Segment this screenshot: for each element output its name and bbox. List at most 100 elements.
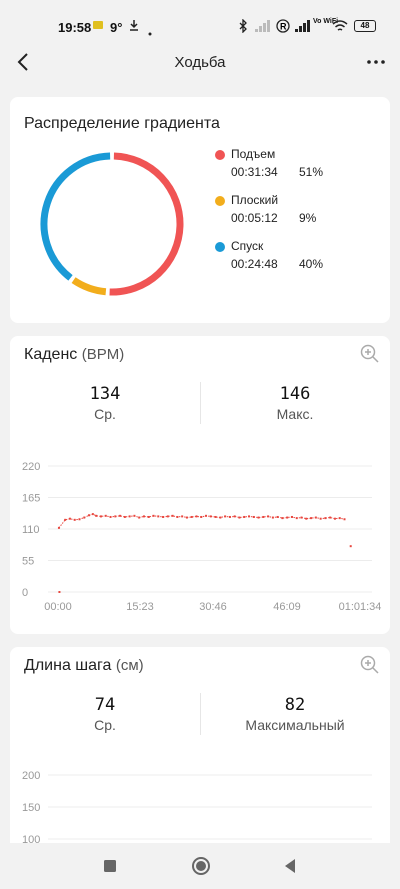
cadence-max-label: Макс.: [276, 406, 314, 422]
stride-zoom-button[interactable]: [360, 655, 380, 675]
bluetooth-icon: [238, 18, 248, 36]
donut-slice-2: [40, 152, 111, 281]
legend-time: 00:31:34: [231, 165, 278, 179]
cadence-point: [209, 515, 212, 518]
cadence-chart: 220 165 110 55 0 00:00 15:23 30:46 46:09 01:01:34: [22, 461, 382, 613]
cadence-point: [333, 517, 336, 520]
cadence-point: [166, 515, 169, 518]
stride-unit: (см): [115, 657, 144, 674]
y-tick-label: 165: [22, 493, 40, 505]
square-icon: [104, 860, 116, 872]
notification-icon: [92, 19, 104, 34]
x-tick-label: 00:00: [44, 601, 72, 613]
back-nav-button[interactable]: [283, 858, 297, 874]
legend-percent: 40%: [299, 257, 324, 271]
cadence-point: [142, 515, 145, 518]
cadence-zoom-button[interactable]: [360, 344, 380, 364]
recent-apps-button[interactable]: [103, 859, 117, 873]
cadence-point: [233, 515, 236, 518]
donut-slice-1: [71, 277, 107, 296]
app-header: Ходьба: [0, 40, 400, 84]
cadence-point: [219, 516, 222, 519]
legend-percent: 9%: [299, 211, 317, 225]
y-tick-label: 110: [22, 524, 40, 536]
cadence-point: [286, 516, 289, 519]
x-tick-label: 15:23: [126, 601, 154, 613]
status-time: 19:58: [58, 20, 92, 35]
cadence-point: [57, 526, 60, 529]
cadence-point: [95, 514, 98, 517]
stride-max-value: 82: [284, 695, 306, 715]
page-title: Ходьба: [174, 54, 226, 71]
circle-icon: [192, 857, 210, 875]
y-tick-label: 220: [22, 461, 40, 473]
legend-name: Подъем: [231, 147, 276, 161]
stride-chart: 200 150 100: [22, 770, 372, 843]
more-button[interactable]: [364, 50, 388, 74]
stride-avg-value: 74: [94, 695, 116, 715]
stride-card-title: Длина шага (см): [24, 657, 144, 675]
y-tick-label: 200: [22, 770, 40, 782]
legend-name: Плоский: [231, 193, 279, 207]
cadence-point: [58, 591, 61, 593]
cadence-point: [119, 514, 122, 517]
cadence-card: Каденс (BPM) 134 Ср. 146 Макс. 220 165 110…: [10, 336, 390, 634]
cadence-unit: (BPM): [81, 346, 125, 363]
cadence-avg-label: Ср.: [94, 406, 116, 422]
y-tick-label: 0: [22, 587, 28, 599]
registered-icon: R: [276, 19, 290, 36]
cadence-series-line: [58, 513, 345, 529]
x-tick-label: 30:46: [199, 601, 227, 613]
svg-text:R: R: [280, 22, 287, 32]
cadence-point: [99, 515, 102, 518]
cadence-point: [238, 516, 241, 519]
dot-icon: [148, 24, 152, 39]
gradient-card: Распределение градиента Подъем 00:31:34 …: [10, 97, 390, 323]
vowifi-label: Vo WiFi: [313, 18, 339, 25]
stride-avg-label: Ср.: [94, 717, 116, 733]
x-tick-label: 46:09: [273, 601, 301, 613]
signal-2-icon: [294, 19, 312, 36]
cadence-point: [310, 517, 313, 520]
stride-title-text: Длина шага: [24, 657, 112, 674]
gradient-card-title: Распределение градиента: [24, 115, 220, 132]
stat-divider: [200, 693, 201, 735]
y-tick-label: 150: [22, 802, 40, 814]
zoom-in-icon: [360, 655, 379, 674]
cadence-point: [305, 517, 308, 520]
legend-dot-downhill: [215, 242, 225, 252]
y-tick-label: 55: [22, 556, 34, 568]
signal-icon: [254, 19, 272, 36]
stat-divider: [200, 382, 201, 424]
cadence-max-value: 146: [279, 384, 311, 404]
battery-icon: 48: [354, 20, 376, 32]
x-tick-label: 01:01:34: [339, 601, 382, 613]
status-temperature: 9°: [110, 20, 123, 35]
cadence-point: [171, 514, 174, 517]
legend-dot-uphill: [215, 150, 225, 160]
zoom-in-icon: [360, 344, 379, 363]
cadence-title-text: Каденс: [24, 346, 78, 363]
cadence-point: [329, 516, 332, 519]
cadence-point: [214, 515, 217, 518]
cadence-point: [68, 517, 71, 520]
home-button[interactable]: [191, 856, 211, 876]
cadence-point: [349, 545, 352, 548]
more-icon: [367, 60, 385, 64]
cadence-avg-value: 134: [89, 384, 121, 404]
stride-card: Длина шага (см) 74 Ср. 82 Максимальный 2…: [10, 647, 390, 843]
back-button[interactable]: [12, 50, 36, 74]
cadence-point: [262, 515, 265, 518]
cadence-card-title: Каденс (BPM): [24, 346, 124, 364]
cadence-point: [343, 518, 346, 521]
status-bar: 19:58 9° R Vo WiFi 48: [0, 0, 400, 40]
y-tick-label: 100: [22, 834, 40, 843]
legend-name: Спуск: [231, 239, 264, 253]
cadence-point: [64, 518, 67, 521]
cadence-point: [257, 516, 260, 519]
chevron-left-icon: [17, 53, 28, 71]
legend-time: 00:24:48: [231, 257, 278, 271]
cadence-point: [195, 515, 198, 518]
stride-max-label: Максимальный: [245, 717, 345, 733]
legend-time: 00:05:12: [231, 211, 278, 225]
